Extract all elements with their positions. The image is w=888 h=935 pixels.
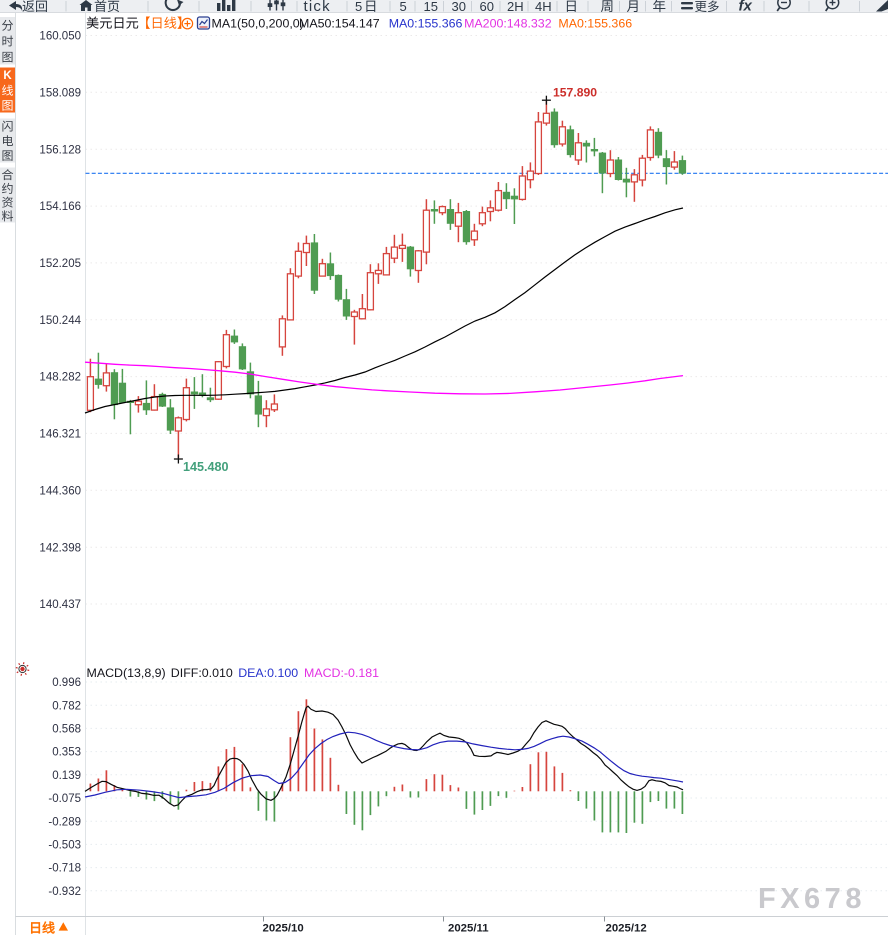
- svg-text:160.050: 160.050: [39, 31, 81, 43]
- svg-text:0.568: 0.568: [52, 724, 81, 736]
- svg-text:fx: fx: [739, 0, 753, 15]
- svg-text:tick: tick: [304, 0, 331, 15]
- svg-text:154.166: 154.166: [39, 201, 81, 213]
- svg-text:MA200:148.332: MA200:148.332: [464, 17, 552, 31]
- svg-text:FX678: FX678: [758, 883, 866, 915]
- svg-text:60: 60: [480, 0, 494, 14]
- svg-text:156.128: 156.128: [39, 144, 81, 156]
- svg-text:-0.289: -0.289: [48, 816, 81, 828]
- svg-text:5: 5: [355, 0, 362, 14]
- svg-text:0.996: 0.996: [52, 677, 81, 689]
- svg-text:152.205: 152.205: [39, 258, 81, 270]
- svg-text:15: 15: [424, 0, 438, 14]
- svg-text:144.360: 144.360: [39, 485, 81, 497]
- svg-text:158.089: 158.089: [39, 87, 81, 99]
- svg-text:2H: 2H: [507, 0, 524, 14]
- svg-text:DIFF:0.010: DIFF:0.010: [171, 666, 233, 680]
- svg-text:MA0:155.366: MA0:155.366: [389, 17, 463, 31]
- svg-text:0.782: 0.782: [52, 700, 81, 712]
- svg-text:0.353: 0.353: [52, 747, 81, 759]
- svg-text:-0.718: -0.718: [48, 863, 81, 875]
- svg-text:140.437: 140.437: [39, 599, 81, 611]
- svg-text:MA50:154.147: MA50:154.147: [299, 17, 380, 31]
- svg-text:-0.503: -0.503: [48, 840, 81, 852]
- svg-text:157.890: 157.890: [553, 86, 597, 100]
- svg-text:MACD:-0.181: MACD:-0.181: [304, 666, 379, 680]
- svg-text:-0.075: -0.075: [48, 793, 81, 805]
- svg-text:MA1(50,0,200,0): MA1(50,0,200,0): [212, 17, 304, 31]
- svg-text:150.244: 150.244: [39, 315, 81, 327]
- svg-text:30: 30: [452, 0, 466, 14]
- svg-text:MACD(13,8,9): MACD(13,8,9): [87, 666, 166, 680]
- svg-text:148.282: 148.282: [39, 372, 81, 384]
- svg-text:DEA:0.100: DEA:0.100: [238, 666, 298, 680]
- svg-text:145.480: 145.480: [183, 460, 229, 474]
- svg-text:-0.932: -0.932: [48, 886, 81, 898]
- svg-text:0.139: 0.139: [52, 770, 81, 782]
- svg-text:2025/11: 2025/11: [448, 923, 489, 935]
- svg-text:4H: 4H: [535, 0, 552, 14]
- svg-text:K: K: [3, 70, 12, 82]
- svg-text:2025/10: 2025/10: [263, 923, 304, 935]
- svg-text:142.398: 142.398: [39, 542, 81, 554]
- svg-text:146.321: 146.321: [39, 429, 81, 441]
- svg-text:2025/12: 2025/12: [606, 923, 647, 935]
- svg-text:MA0:155.366: MA0:155.366: [558, 17, 632, 31]
- svg-text:5: 5: [400, 0, 407, 14]
